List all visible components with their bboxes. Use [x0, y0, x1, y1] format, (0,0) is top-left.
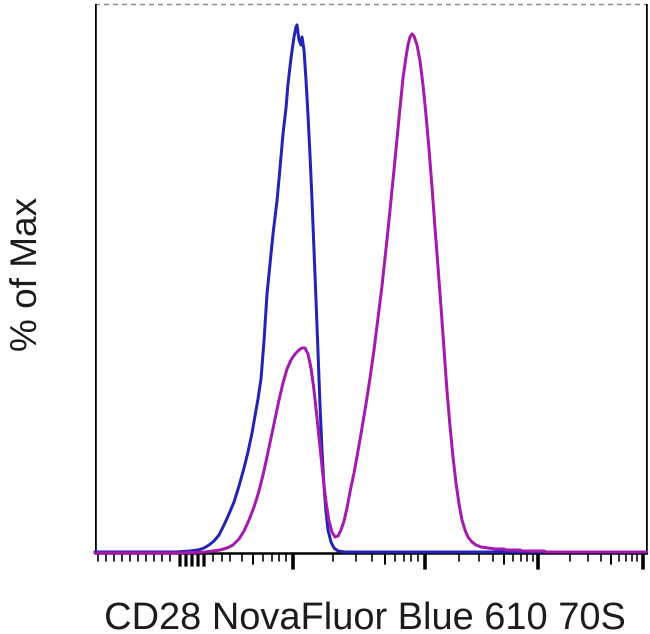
- x-axis-label: CD28 NovaFluor Blue 610 70S: [104, 596, 626, 634]
- blue-unstained-control-curve: [93, 23, 648, 554]
- magenta-cd28-stained-curve: [93, 32, 648, 555]
